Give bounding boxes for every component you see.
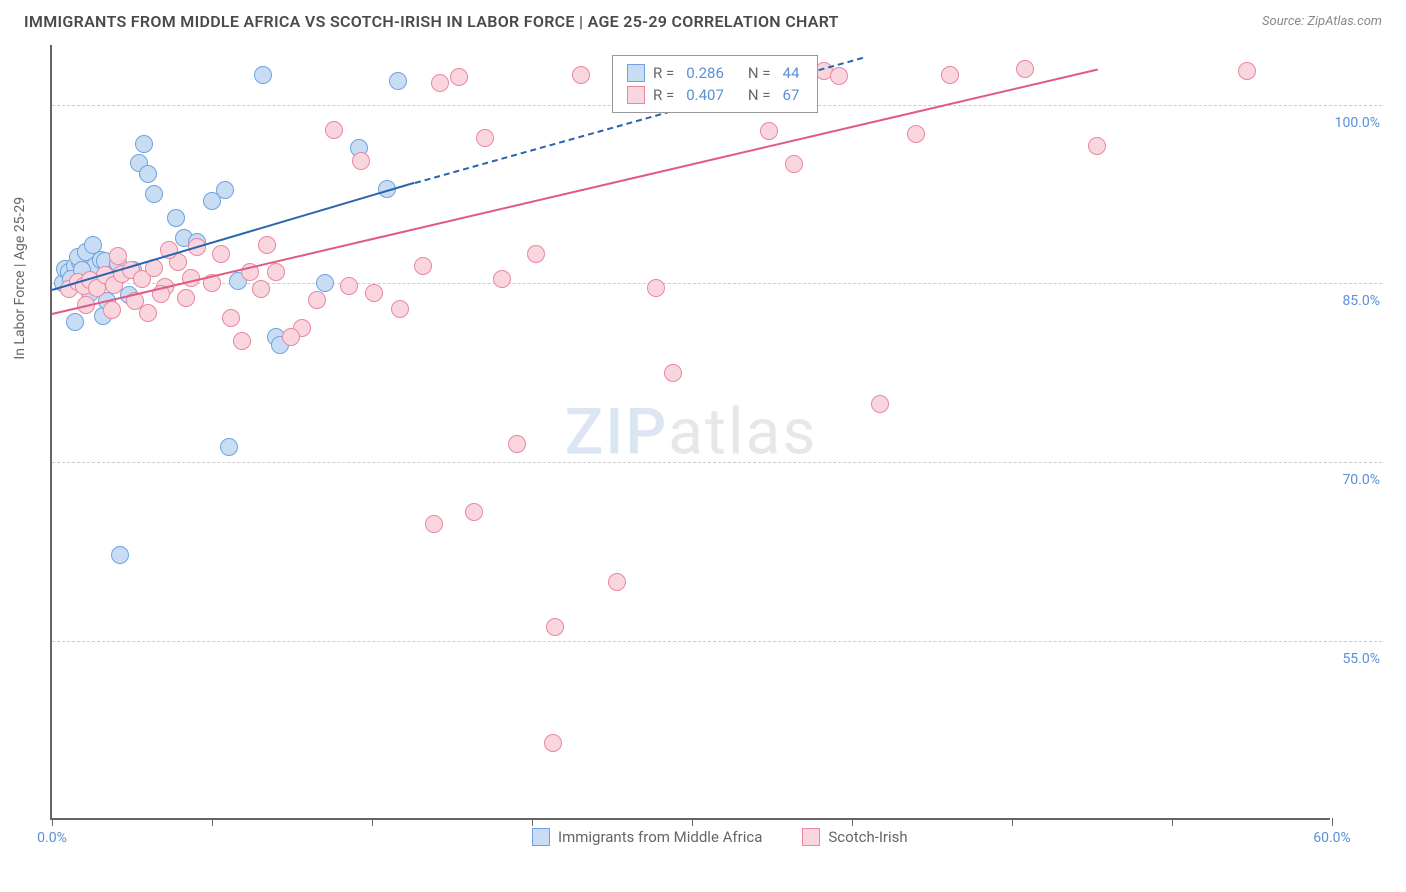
data-point (325, 121, 343, 139)
legend-label: Immigrants from Middle Africa (558, 828, 762, 846)
y-tick-label: 85.0% (1330, 293, 1380, 309)
data-point (282, 328, 300, 346)
legend-swatch (802, 828, 820, 846)
plot-area: ZIPatlas 55.0%70.0%85.0%100.0%0.0%60.0%R… (50, 45, 1330, 820)
legend-swatch (627, 86, 645, 104)
data-point (414, 257, 432, 275)
data-point (1016, 60, 1034, 78)
legend-swatch (627, 64, 645, 82)
legend-n-value: 44 (783, 64, 800, 82)
data-point (465, 503, 483, 521)
legend-item: Scotch-Irish (802, 828, 907, 846)
watermark-atlas: atlas (668, 394, 817, 469)
legend-r-value: 0.407 (686, 86, 724, 104)
data-point (139, 304, 157, 322)
legend-swatch (532, 828, 550, 846)
data-point (267, 263, 285, 281)
data-point (233, 332, 251, 350)
data-point (66, 313, 84, 331)
x-label-right: 60.0% (1313, 830, 1351, 846)
x-tick-mark (1172, 818, 1173, 826)
page-title: IMMIGRANTS FROM MIDDLE AFRICA VS SCOTCH-… (24, 12, 839, 31)
data-point (212, 245, 230, 263)
data-point (476, 129, 494, 147)
legend-r-label: R = (653, 64, 674, 82)
watermark-zip: ZIP (565, 394, 669, 469)
data-point (365, 284, 383, 302)
data-point (109, 247, 127, 265)
data-point (145, 185, 163, 203)
x-tick-mark (372, 818, 373, 826)
data-point (167, 209, 185, 227)
data-point (760, 122, 778, 140)
data-point (308, 291, 326, 309)
data-point (608, 573, 626, 591)
data-point (391, 300, 409, 318)
y-tick-label: 55.0% (1330, 651, 1380, 667)
data-point (220, 438, 238, 456)
gridline (52, 641, 1382, 642)
legend-r-label: R = (653, 86, 674, 104)
x-tick-mark (852, 818, 853, 826)
data-point (389, 72, 407, 90)
y-axis-label: In Labor Force | Age 25-29 (12, 196, 28, 359)
x-tick-mark (52, 818, 53, 826)
data-point (84, 236, 102, 254)
data-point (222, 309, 240, 327)
legend-row: R = 0.286 N = 44 (627, 62, 803, 84)
data-point (450, 68, 468, 86)
data-point (425, 515, 443, 533)
data-point (254, 66, 272, 84)
data-point (907, 125, 925, 143)
gridline (52, 462, 1382, 463)
y-tick-label: 100.0% (1330, 115, 1380, 131)
legend-n-label: N = (748, 86, 771, 104)
legend-n-label: N = (748, 64, 771, 82)
source-attribution: Source: ZipAtlas.com (1262, 14, 1382, 29)
x-tick-mark (1332, 818, 1333, 826)
data-point (871, 395, 889, 413)
data-point (941, 66, 959, 84)
data-point (647, 279, 665, 297)
data-point (1238, 62, 1256, 80)
data-point (103, 301, 121, 319)
gridline (52, 283, 1382, 284)
x-label-left: 0.0% (37, 830, 67, 846)
y-tick-label: 70.0% (1330, 472, 1380, 488)
data-point (352, 152, 370, 170)
data-point (527, 245, 545, 263)
series-legend: Immigrants from Middle Africa Scotch-Iris… (532, 828, 908, 846)
data-point (508, 435, 526, 453)
data-point (664, 364, 682, 382)
data-point (177, 289, 195, 307)
data-point (139, 165, 157, 183)
legend-label: Scotch-Irish (828, 828, 907, 846)
data-point (544, 734, 562, 752)
legend-r-value: 0.286 (686, 64, 724, 82)
x-tick-mark (692, 818, 693, 826)
watermark: ZIPatlas (565, 394, 818, 469)
legend-item: Immigrants from Middle Africa (532, 828, 762, 846)
data-point (1088, 137, 1106, 155)
data-point (785, 155, 803, 173)
data-point (572, 66, 590, 84)
correlation-chart: ZIPatlas 55.0%70.0%85.0%100.0%0.0%60.0%R… (50, 45, 1380, 820)
data-point (830, 67, 848, 85)
stats-legend: R = 0.286 N = 44 R = 0.407 N = 67 (612, 55, 818, 113)
data-point (546, 618, 564, 636)
data-point (252, 280, 270, 298)
data-point (316, 274, 334, 292)
data-point (135, 135, 153, 153)
data-point (431, 74, 449, 92)
x-tick-mark (532, 818, 533, 826)
data-point (493, 270, 511, 288)
legend-n-value: 67 (783, 86, 800, 104)
x-tick-mark (1012, 818, 1013, 826)
data-point (340, 277, 358, 295)
legend-row: R = 0.407 N = 67 (627, 84, 803, 106)
x-tick-mark (212, 818, 213, 826)
data-point (216, 181, 234, 199)
data-point (258, 236, 276, 254)
data-point (111, 546, 129, 564)
